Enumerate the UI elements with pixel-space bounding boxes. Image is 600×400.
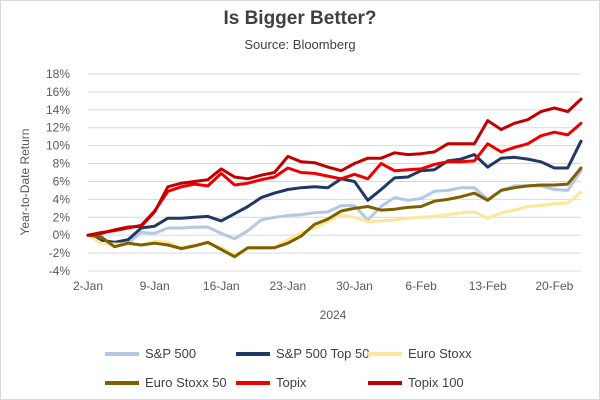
chart-title: Is Bigger Better? — [223, 8, 377, 29]
legend-item: Euro Stoxx — [368, 346, 472, 361]
y-tick-label: 14% — [46, 103, 70, 117]
legend-label: Topix — [276, 375, 307, 390]
y-tick-label: 12% — [46, 121, 70, 135]
legend-swatch — [105, 380, 139, 385]
legend-item: S&P 500 Top 50 — [236, 346, 370, 361]
legend-label: Euro Stoxx — [408, 346, 472, 361]
series-line-topix — [86, 121, 583, 237]
y-tick-label: 8% — [53, 157, 71, 171]
legend-swatch — [105, 351, 139, 356]
y-tick-label: 0% — [53, 228, 71, 242]
x-tick-label: 13-Feb — [469, 279, 507, 293]
legend-swatch — [236, 351, 270, 356]
x-tick-label: 2-Jan — [73, 279, 103, 293]
series-line-euro-stoxx — [86, 190, 583, 257]
x-tick-label: 16-Jan — [203, 279, 240, 293]
x-tick-label: 30-Jan — [336, 279, 373, 293]
y-tick-label: 2% — [53, 210, 71, 224]
y-tick-label: -4% — [49, 264, 71, 278]
y-tick-label: 10% — [46, 139, 70, 153]
series-lines — [86, 97, 583, 259]
x-tick-label: 9-Jan — [140, 279, 170, 293]
legend-item: Euro Stoxx 50 — [105, 375, 227, 390]
x-tick-label: 20-Feb — [535, 279, 573, 293]
series-line-s-p-500-top-50 — [86, 139, 583, 244]
series-line-topix-100 — [86, 97, 583, 237]
y-tick-label: -2% — [49, 246, 71, 260]
legend-swatch — [368, 380, 402, 385]
series-line-euro-stoxx-50 — [86, 166, 583, 259]
x-axis-ticks: 2-Jan 9-Jan 16-Jan 23-Jan 30-Jan 6-Feb 13-Feb 2… — [73, 279, 574, 293]
legend-label: S&P 500 — [145, 346, 197, 361]
legend-label: Euro Stoxx 50 — [145, 375, 227, 390]
legend-label: S&P 500 Top 50 — [276, 346, 370, 361]
y-axis-ticks: -4% -2% 0% 2% 4% 6% 8% 10% 12% 14% 16% 18% — [46, 67, 70, 278]
y-tick-label: 18% — [46, 67, 70, 81]
y-tick-label: 4% — [53, 192, 71, 206]
legend-label: Topix 100 — [408, 375, 464, 390]
legend-swatch — [236, 380, 270, 385]
y-tick-label: 16% — [46, 85, 70, 99]
legend: S&P 500 S&P 500 Top 50 Euro Stoxx Euro Stox… — [0, 338, 600, 398]
x-axis-title: 2024 — [320, 308, 347, 322]
legend-item: Topix — [236, 375, 306, 390]
x-tick-label: 6-Feb — [405, 279, 437, 293]
legend-item: Topix 100 — [368, 375, 464, 390]
y-axis-title: Year-to-Date Return — [18, 129, 32, 236]
legend-item: S&P 500 — [105, 346, 196, 361]
y-tick-label: 6% — [53, 174, 71, 188]
legend-swatch — [368, 351, 402, 356]
x-tick-label: 23-Jan — [270, 279, 307, 293]
chart-subtitle: Source: Bloomberg — [244, 37, 356, 52]
